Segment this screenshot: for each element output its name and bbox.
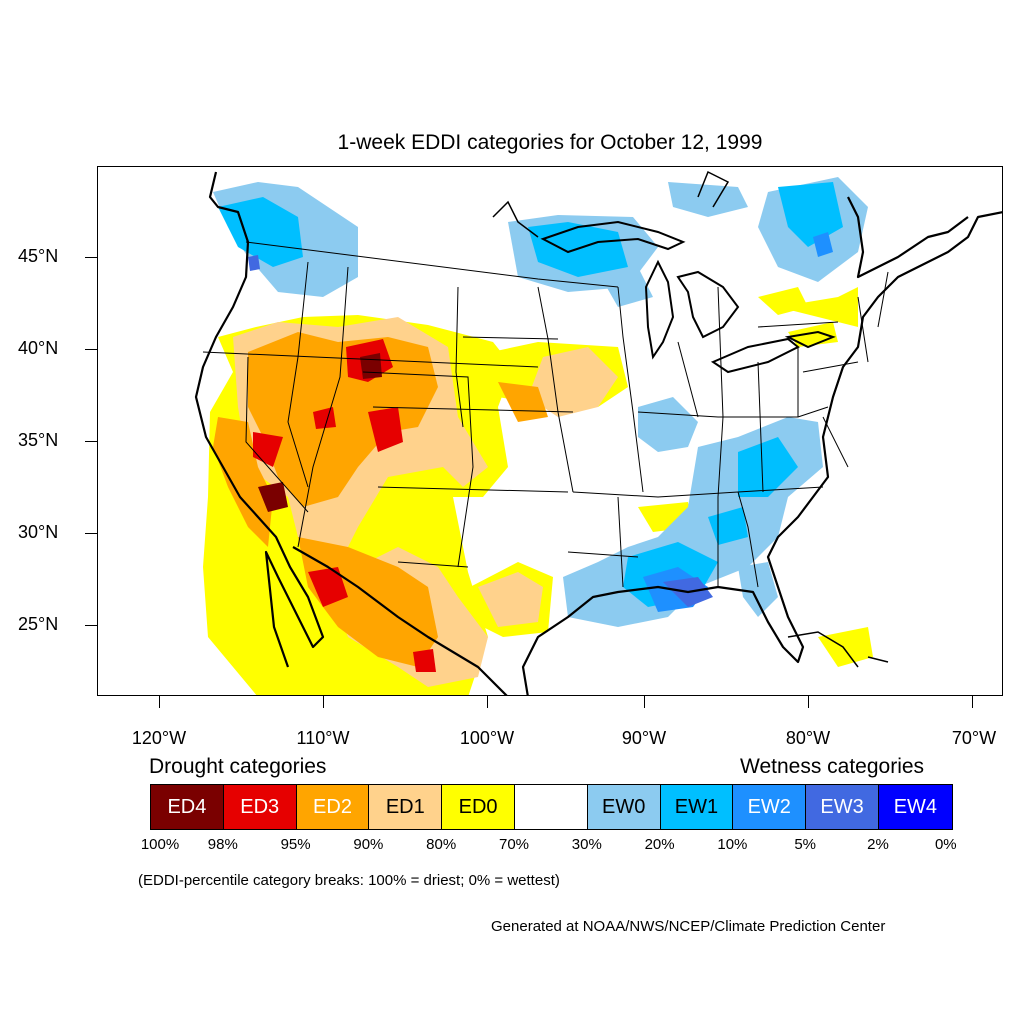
legend-colorbar: ED4 ED3 ED2 ED1 ED0 EW0 EW1 EW2 EW3 EW4: [150, 784, 953, 830]
legend-swatch-ew3: EW3: [806, 785, 879, 829]
percentile-label: 0%: [934, 836, 957, 853]
coastline: [194, 171, 1002, 695]
lon-tick-mark: [487, 696, 488, 708]
eddi-map: [194, 170, 1002, 695]
percentile-label: 90%: [353, 836, 384, 853]
lon-label: 90°W: [621, 728, 667, 748]
legend-swatch-ed4: ED4: [151, 785, 224, 829]
lat-label: 35°N: [18, 430, 59, 450]
legend-swatch-ew0: EW0: [587, 785, 661, 829]
lat-tick-mark: [85, 533, 97, 534]
lon-tick-mark: [323, 696, 324, 708]
legend-swatch-ed0: ED0: [442, 785, 515, 829]
lon-tick-mark: [972, 696, 973, 708]
percentile-label: 30%: [571, 836, 602, 853]
lat-label: 40°N: [18, 338, 59, 358]
lon-label: 80°W: [785, 728, 831, 748]
state-borders: [202, 241, 889, 588]
percentile-label: 95%: [280, 836, 311, 853]
percentile-label: 10%: [717, 836, 748, 853]
legend-swatch-ew1: EW1: [660, 785, 734, 829]
lon-tick-mark: [808, 696, 809, 708]
legend-swatch-ed1: ED1: [369, 785, 443, 829]
percentile-label: 100%: [140, 836, 180, 853]
lat-tick-mark: [85, 257, 97, 258]
legend-swatch-ew2: EW2: [733, 785, 807, 829]
map-title: 1-week EDDI categories for October 12, 1…: [337, 131, 763, 154]
percentile-label: 5%: [794, 836, 817, 853]
percentile-label: 70%: [498, 836, 530, 853]
drought-categories-heading: Drought categories: [149, 755, 327, 778]
percentile-label: 20%: [644, 836, 675, 853]
category-breaks-note: (EDDI-percentile category breaks: 100% =…: [138, 872, 560, 889]
lon-label: 110°W: [296, 728, 350, 748]
percentile-label: 2%: [867, 836, 889, 853]
legend-swatch-ew4: EW4: [878, 785, 952, 829]
lat-tick-mark: [85, 441, 97, 442]
lon-tick-mark: [159, 696, 160, 708]
percentile-label: 98%: [207, 836, 238, 853]
percentile-label: 80%: [426, 836, 457, 853]
canada-mexico-outlines: [492, 170, 889, 668]
lat-label: 25°N: [18, 614, 59, 634]
lat-label: 45°N: [18, 246, 59, 266]
credit-line: Generated at NOAA/NWS/NCEP/Climate Predi…: [491, 918, 886, 935]
legend-swatch-ed3: ED3: [223, 785, 297, 829]
lat-label: 30°N: [18, 522, 59, 542]
legend-swatch-neutral: [514, 785, 588, 829]
lat-tick-mark: [85, 349, 97, 350]
ew1-regions: [218, 182, 843, 607]
lon-label: 100°W: [459, 728, 515, 748]
wetness-categories-heading: Wetness categories: [740, 755, 925, 778]
lon-label: 120°W: [131, 728, 187, 748]
map-panel: [97, 166, 1003, 696]
lon-tick-mark: [644, 696, 645, 708]
lon-label: 70°W: [951, 728, 997, 748]
legend-swatch-ed2: ED2: [296, 785, 370, 829]
lat-tick-mark: [85, 625, 97, 626]
